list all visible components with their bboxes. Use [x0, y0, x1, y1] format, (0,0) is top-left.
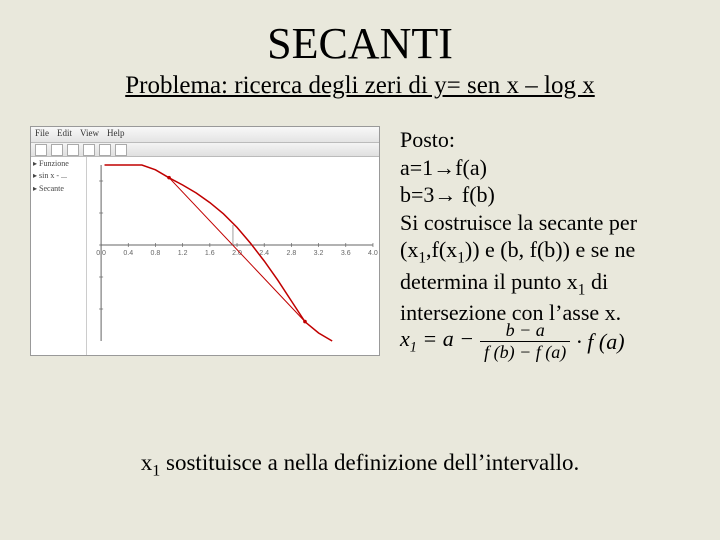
- line: determina il punto x1 di: [400, 268, 700, 300]
- svg-text:1.6: 1.6: [205, 250, 215, 257]
- svg-text:3.6: 3.6: [341, 250, 351, 257]
- svg-text:1.2: 1.2: [178, 250, 188, 257]
- tool-icon[interactable]: [115, 144, 127, 156]
- tool-icon[interactable]: [83, 144, 95, 156]
- side-item[interactable]: ▸ sin x - ...: [33, 171, 84, 181]
- description-text: Posto: a=1→f(a) b=3→ f(b) Si costruisce …: [400, 126, 700, 327]
- bottom-text: x1 sostituisce a nella definizione dell’…: [0, 450, 720, 481]
- side-item[interactable]: ▸ Funzione: [33, 159, 84, 169]
- tool-icon[interactable]: [99, 144, 111, 156]
- formula-denominator: f (b) − f (a): [480, 342, 570, 363]
- line: (x1,f(x1)) e (b, f(b)) e se ne: [400, 236, 700, 268]
- chart-canvas: 0.00.40.81.21.62.02.42.83.23.64.0: [87, 157, 379, 355]
- formula: x1 = a − b − a f (b) − f (a) · f (a): [400, 320, 660, 363]
- menu-view[interactable]: View: [80, 128, 99, 141]
- side-item[interactable]: ▸ Secante: [33, 184, 84, 194]
- tool-icon[interactable]: [35, 144, 47, 156]
- chart-menubar: File Edit View Help: [31, 127, 379, 143]
- svg-text:0.8: 0.8: [151, 250, 161, 257]
- formula-numerator: b − a: [480, 320, 570, 342]
- line: a=1→f(a): [400, 154, 700, 182]
- line: Posto:: [400, 126, 700, 154]
- tool-icon[interactable]: [67, 144, 79, 156]
- menu-edit[interactable]: Edit: [57, 128, 72, 141]
- menu-help[interactable]: Help: [107, 128, 125, 141]
- chart-sidebar: ▸ Funzione ▸ sin x - ... ▸ Secante: [31, 157, 87, 355]
- tool-icon[interactable]: [51, 144, 63, 156]
- chart-toolbar: [31, 143, 379, 157]
- menu-file[interactable]: File: [35, 128, 49, 141]
- formula-tail: · f (a): [576, 329, 624, 355]
- line: b=3→ f(b): [400, 181, 700, 209]
- slide-subtitle: Problema: ricerca degli zeri di y= sen x…: [0, 72, 720, 100]
- line: Si costruisce la secante per: [400, 209, 700, 237]
- svg-text:4.0: 4.0: [368, 250, 378, 257]
- slide-title: SECANTI: [0, 18, 720, 69]
- svg-text:0.4: 0.4: [123, 250, 133, 257]
- svg-text:3.2: 3.2: [314, 250, 324, 257]
- svg-text:2.8: 2.8: [287, 250, 297, 257]
- chart-window: File Edit View Help ▸ Funzione ▸ sin x -…: [30, 126, 380, 356]
